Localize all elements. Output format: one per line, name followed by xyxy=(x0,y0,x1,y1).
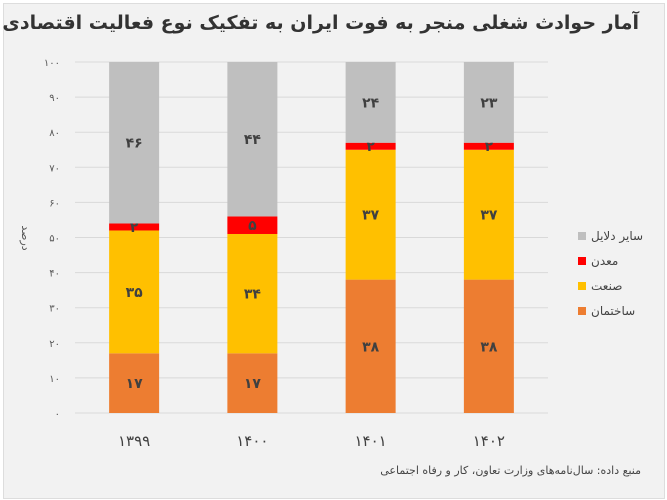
bar-segment xyxy=(345,62,396,143)
data-label: ۳۴ xyxy=(244,287,262,303)
data-label: ۱۷ xyxy=(244,376,262,392)
y-tick-label: ۴۰ xyxy=(49,269,60,280)
legend-swatch xyxy=(578,282,586,290)
bar-segment xyxy=(227,353,278,413)
x-tick-label: ۱۳۹۹ xyxy=(118,432,150,450)
y-tick-label: ۹۰ xyxy=(49,93,60,104)
legend-swatch xyxy=(578,232,586,240)
y-axis-title: درصد xyxy=(19,225,32,250)
data-label: ۱۷ xyxy=(126,376,144,392)
y-tick-label: ۲۰ xyxy=(49,339,60,350)
legend-item: صنعت xyxy=(578,279,622,293)
source-note: منبع داده: سال‌نامه‌های وزارت تعاون، کار… xyxy=(380,464,641,477)
bar-segment xyxy=(463,149,514,280)
data-label: ۲۳ xyxy=(480,95,498,111)
legend-label: صنعت xyxy=(591,279,623,293)
y-tick-label: ۷۰ xyxy=(49,163,60,174)
y-tick-label: ۱۰ xyxy=(49,374,60,385)
chart-title: آمار حوادث شغلی منجر به فوت ایران به تفک… xyxy=(2,12,639,34)
bar-segment xyxy=(463,142,514,150)
bar-segment xyxy=(227,62,278,217)
legend-item: سایر دلایل xyxy=(578,229,643,243)
data-label: ۳۷ xyxy=(480,208,498,224)
bar-segment xyxy=(109,62,160,224)
x-tick-label: ۱۴۰۱ xyxy=(355,432,387,450)
y-tick-label: ۳۰ xyxy=(49,304,60,315)
bar-segment xyxy=(109,230,160,354)
y-tick-label: ۰ xyxy=(55,409,60,420)
bar-segment xyxy=(463,62,514,143)
legend-swatch xyxy=(578,257,586,265)
data-label: ۳۸ xyxy=(362,339,380,355)
legend-item: معدن xyxy=(578,254,618,268)
y-tick-label: ۱۰۰ xyxy=(44,58,60,69)
data-label: ۳۸ xyxy=(480,339,498,355)
data-label: ۲ xyxy=(130,220,139,236)
bar-segment xyxy=(345,149,396,280)
legend-label: ساختمان xyxy=(591,304,636,318)
x-tick-label: ۱۴۰۲ xyxy=(473,432,505,450)
bar-segment xyxy=(109,353,160,413)
data-label: ۴۶ xyxy=(126,136,143,152)
data-label: ۵ xyxy=(248,218,257,234)
y-tick-label: ۶۰ xyxy=(49,198,60,209)
legend-label: سایر دلایل xyxy=(591,229,644,243)
data-label: ۲۴ xyxy=(362,95,380,111)
data-label: ۲ xyxy=(366,139,375,155)
y-tick-label: ۵۰ xyxy=(49,234,60,245)
bar-segment xyxy=(463,279,514,413)
legend-item: ساختمان xyxy=(578,304,635,318)
bar-segment xyxy=(227,216,278,234)
data-label: ۲ xyxy=(485,139,494,155)
x-tick-label: ۱۴۰۰ xyxy=(236,432,268,450)
bar-segment xyxy=(109,223,160,231)
bar-segment xyxy=(227,233,278,354)
legend-label: معدن xyxy=(591,254,619,268)
bar-segment xyxy=(345,142,396,150)
data-label: ۳۵ xyxy=(126,285,144,301)
legend-swatch xyxy=(578,307,586,315)
data-label: ۳۷ xyxy=(362,208,380,224)
data-label: ۴۴ xyxy=(244,132,262,148)
y-tick-label: ۸۰ xyxy=(49,128,60,139)
bar-segment xyxy=(345,279,396,413)
